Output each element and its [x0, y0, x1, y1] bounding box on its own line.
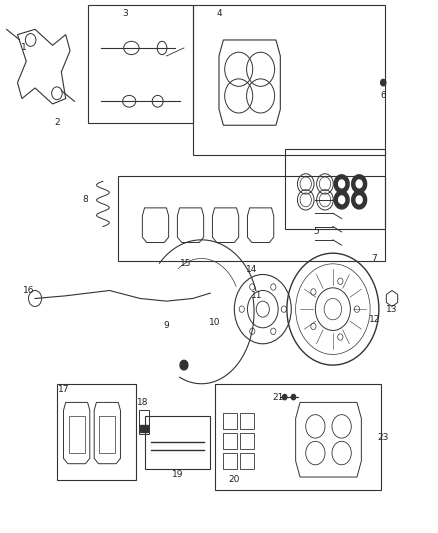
- Text: 13: 13: [386, 305, 398, 313]
- Text: 7: 7: [371, 254, 378, 263]
- Bar: [240, 433, 254, 449]
- Bar: [99, 416, 115, 453]
- Circle shape: [180, 360, 188, 370]
- Text: 9: 9: [163, 321, 170, 329]
- Bar: [223, 413, 237, 429]
- Text: 6: 6: [380, 92, 386, 100]
- Bar: [145, 425, 148, 432]
- Circle shape: [381, 79, 386, 86]
- Text: 11: 11: [251, 292, 262, 300]
- Circle shape: [291, 394, 296, 400]
- Text: 12: 12: [369, 316, 380, 324]
- Text: 5: 5: [313, 228, 319, 236]
- Text: 17: 17: [58, 385, 69, 393]
- Bar: [140, 425, 144, 432]
- Text: 3: 3: [122, 9, 128, 18]
- Bar: [240, 453, 254, 469]
- Bar: [240, 413, 254, 429]
- Bar: [69, 416, 85, 453]
- Text: 16: 16: [23, 286, 34, 295]
- Bar: [223, 453, 237, 469]
- Bar: [139, 410, 149, 434]
- Text: 15: 15: [180, 260, 192, 268]
- Circle shape: [283, 394, 287, 400]
- Text: 20: 20: [229, 475, 240, 484]
- Text: 18: 18: [137, 398, 148, 407]
- Text: 10: 10: [209, 318, 220, 327]
- Text: 1: 1: [21, 44, 27, 52]
- Bar: [223, 433, 237, 449]
- Text: 2: 2: [54, 118, 60, 127]
- Text: 21: 21: [272, 393, 284, 401]
- Text: 8: 8: [82, 196, 88, 204]
- Text: 4: 4: [216, 9, 222, 18]
- Text: 19: 19: [172, 470, 183, 479]
- Text: 14: 14: [246, 265, 258, 273]
- Text: 23: 23: [378, 433, 389, 441]
